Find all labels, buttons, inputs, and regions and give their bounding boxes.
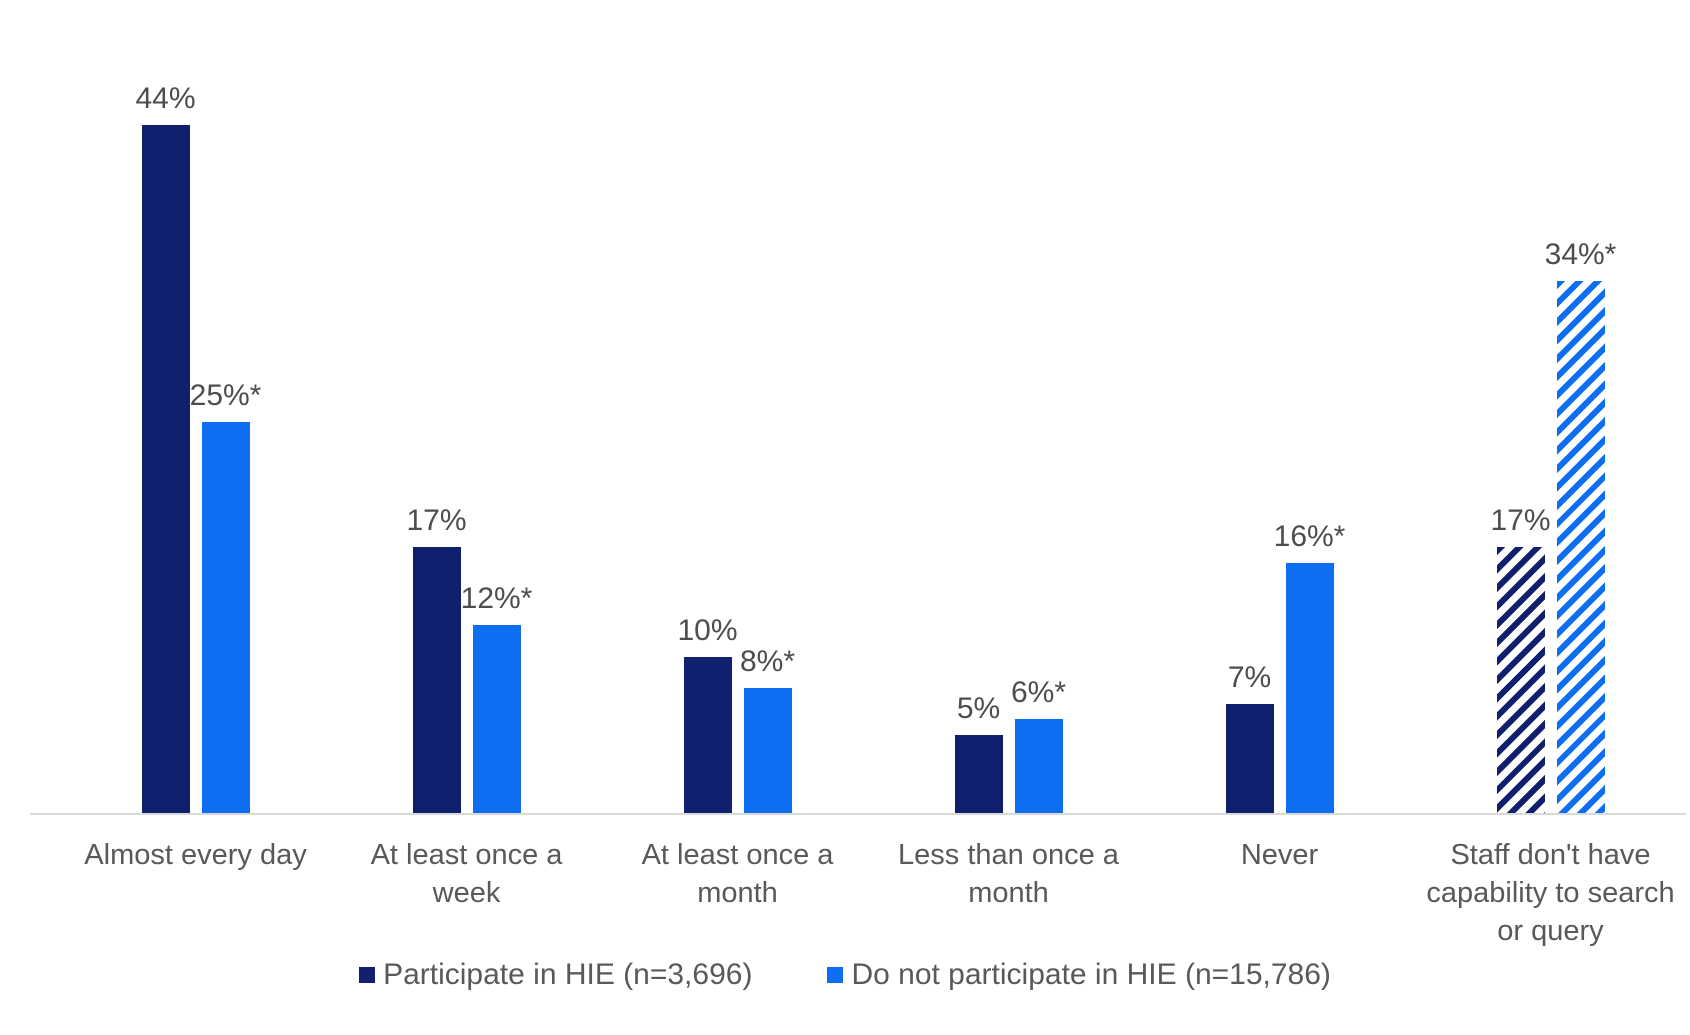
- bar-value-label: 12%*: [460, 582, 533, 615]
- bar-participate: 10%: [677, 614, 738, 813]
- bar-value-label: 17%: [406, 504, 467, 537]
- bar-value-label: 25%*: [189, 379, 262, 412]
- bar-group: 17% 12%*: [331, 0, 602, 813]
- category-axis: Almost every day At least once a week At l…: [60, 836, 1686, 950]
- category-label: Less than once a month: [898, 839, 1119, 909]
- x-axis-line: [30, 813, 1686, 815]
- plot-area: 44% 25%* 17% 12%* 10% 8%* 5% 6%* 7% 16%* 17% 34%*: [60, 0, 1686, 813]
- bar-not-participate: 8%*: [740, 645, 795, 813]
- bar-value-label: 34%*: [1544, 238, 1617, 271]
- bar-not-participate: 6%*: [1011, 676, 1066, 813]
- category-label: At least once a month: [641, 839, 834, 909]
- bar-not-participate: 16%*: [1274, 520, 1345, 813]
- legend-item-participate: Participate in HIE (n=3,696): [359, 958, 752, 992]
- bar-value-label: 17%: [1490, 504, 1551, 537]
- bar-participate: 5%: [954, 692, 1003, 813]
- bar-value-label: 44%: [135, 82, 196, 115]
- legend-item-not-participate: Do not participate in HIE (n=15,786): [827, 958, 1331, 992]
- bar-value-label: 10%: [677, 614, 738, 647]
- bar-group: 7% 16%*: [1144, 0, 1415, 813]
- legend-label-participate: Participate in HIE (n=3,696): [383, 958, 753, 991]
- bar-group: 44% 25%*: [60, 0, 331, 813]
- legend-label-not-participate: Do not participate in HIE (n=15,786): [851, 958, 1331, 991]
- bar-not-participate: 34%*: [1545, 238, 1616, 813]
- bar-participate: 44%: [135, 82, 196, 813]
- bar-participate: 17%: [1490, 504, 1551, 813]
- bar-participate: 7%: [1225, 661, 1274, 813]
- bar-value-label: 8%*: [739, 645, 796, 678]
- bar-group: 10% 8%*: [602, 0, 873, 813]
- bar-group: 17% 34%*: [1415, 0, 1686, 813]
- legend-swatch-not-participate: [827, 967, 844, 983]
- bar-participate: 17%: [406, 504, 467, 813]
- bar-not-participate: 25%*: [190, 379, 261, 813]
- category-label: Never: [1240, 839, 1319, 871]
- legend: Participate in HIE (n=3,696) Do not part…: [0, 958, 1690, 992]
- bar-not-participate: 12%*: [461, 582, 532, 813]
- bar-group: 5% 6%*: [873, 0, 1144, 813]
- category-label: Almost every day: [84, 839, 307, 871]
- bar-value-label: 6%*: [1010, 676, 1067, 709]
- bar-value-label: 5%: [956, 692, 1001, 725]
- category-label: Staff don't have capability to search or…: [1426, 839, 1675, 947]
- category-label: At least once a week: [370, 839, 563, 909]
- legend-swatch-participate: [359, 967, 376, 983]
- bar-value-label: 16%*: [1273, 520, 1346, 553]
- bar-value-label: 7%: [1227, 661, 1272, 694]
